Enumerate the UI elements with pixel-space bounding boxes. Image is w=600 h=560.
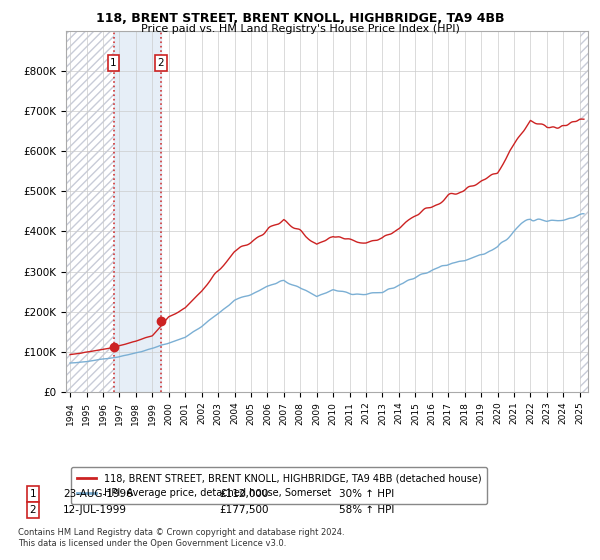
Text: 1: 1 — [110, 58, 117, 68]
Bar — [66, 31, 113, 392]
Bar — [113, 31, 161, 392]
Bar — [580, 31, 588, 392]
Text: 12-JUL-1999: 12-JUL-1999 — [63, 505, 127, 515]
Text: 2: 2 — [29, 505, 37, 515]
Text: 118, BRENT STREET, BRENT KNOLL, HIGHBRIDGE, TA9 4BB: 118, BRENT STREET, BRENT KNOLL, HIGHBRID… — [96, 12, 504, 25]
Text: £112,000: £112,000 — [219, 489, 268, 499]
Text: 58% ↑ HPI: 58% ↑ HPI — [339, 505, 394, 515]
Legend: 118, BRENT STREET, BRENT KNOLL, HIGHBRIDGE, TA9 4BB (detached house), HPI: Avera: 118, BRENT STREET, BRENT KNOLL, HIGHBRID… — [71, 467, 487, 504]
Text: Contains HM Land Registry data © Crown copyright and database right 2024.
This d: Contains HM Land Registry data © Crown c… — [18, 528, 344, 548]
Text: 1: 1 — [29, 489, 37, 499]
Text: 23-AUG-1996: 23-AUG-1996 — [63, 489, 133, 499]
Text: Price paid vs. HM Land Registry's House Price Index (HPI): Price paid vs. HM Land Registry's House … — [140, 24, 460, 34]
Text: 2: 2 — [158, 58, 164, 68]
Text: 30% ↑ HPI: 30% ↑ HPI — [339, 489, 394, 499]
Text: £177,500: £177,500 — [219, 505, 269, 515]
